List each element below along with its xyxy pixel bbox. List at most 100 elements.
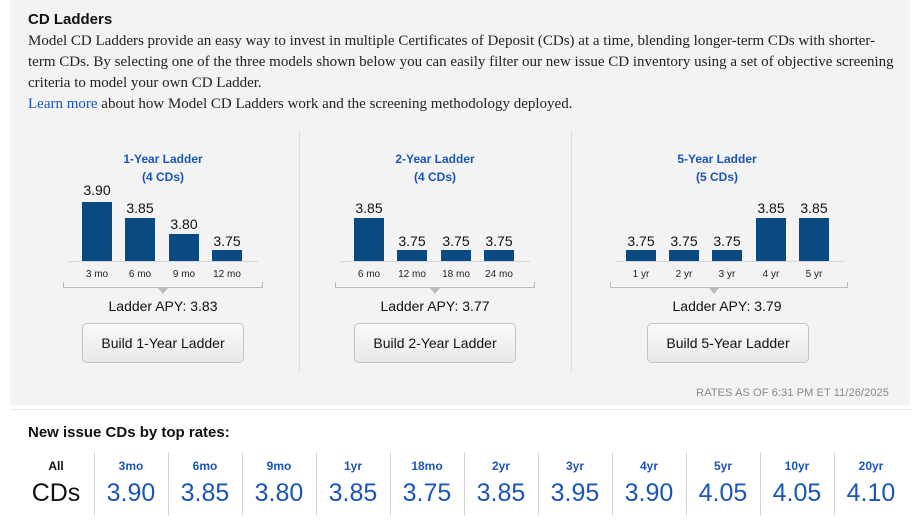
bar-term-label: 12 mo [213,269,241,280]
rate-value: 3.90 [624,479,674,507]
ladder-bar [354,218,384,261]
bar-term-label: 1 yr [632,269,650,280]
rate-col-10yr[interactable]: 10yr 4.05 [760,452,834,516]
ladder-axis [615,261,845,262]
bar-term-label: 2 yr [675,269,693,280]
ladder-divider [299,130,300,372]
ladder-bracket [63,282,263,288]
ladder-2-year: 2-Year Ladder (4 CDs) 3.85 3.75 3.75 3.7… [335,130,607,370]
rate-term: 5yr [713,459,733,473]
ladder-bracket [335,282,535,288]
rate-col-20yr[interactable]: 20yr 4.10 [834,452,908,516]
rate-divider [464,452,465,516]
ladder-apy: Ladder APY: 3.83 [108,298,218,314]
rate-term: 3yr [565,459,585,473]
rate-divider [834,452,835,516]
bar-term-label: 6 mo [357,269,381,280]
ladder-divider [571,130,572,372]
rate-term: 3mo [118,459,144,473]
bar-value: 3.75 [627,233,655,249]
rate-value: 4.05 [698,479,748,507]
bar-value: 3.75 [670,233,698,249]
bar-value: 3.75 [485,233,513,249]
rate-value: 3.85 [328,479,378,507]
rate-divider [94,452,95,516]
rate-divider [538,452,539,516]
bar-term-label: 4 yr [762,269,780,280]
rate-value: 3.95 [550,479,600,507]
ladder-count: (5 CDs) [695,170,738,184]
rate-col-6mo[interactable]: 6mo 3.85 [168,452,242,516]
bar-term-label: 9 mo [172,269,196,280]
ladder-name: 5-Year Ladder [677,152,757,166]
rate-value: 3.75 [402,479,452,507]
rate-col-1yr[interactable]: 1yr 3.85 [316,452,390,516]
ladder-bar [212,250,242,261]
bar-value: 3.75 [213,233,241,249]
rate-divider [168,452,169,516]
rate-col-3yr[interactable]: 3yr 3.95 [538,452,612,516]
bar-value: 3.75 [398,233,426,249]
learn-more-rest: about how Model CD Ladders work and the … [97,96,573,112]
bar-value: 3.85 [355,200,383,216]
ladder-bar [169,234,199,261]
learn-more-link[interactable]: Learn more [28,96,98,112]
bar-value: 3.85 [757,200,785,216]
rate-value: CDs [31,479,81,507]
rate-term: 2yr [491,459,511,473]
bar-term-label: 12 mo [398,269,426,280]
section-divider [10,409,912,410]
ladder-apy: Ladder APY: 3.77 [380,298,490,314]
ladder-bar [669,250,699,261]
rate-term: 1yr [343,459,363,473]
rate-col-all[interactable]: All CDs [20,452,92,516]
ladder-bar [626,250,656,261]
ladder-1-year: 1-Year Ladder (4 CDs) 3.90 3.85 3.80 3.7… [63,130,335,370]
ladder-name: 2-Year Ladder [395,152,475,166]
rate-term: 4yr [639,459,659,473]
rate-term: 9mo [266,459,292,473]
ladder-count: (4 CDs) [413,170,456,184]
rate-col-4yr[interactable]: 4yr 3.90 [612,452,686,516]
build-5-year-ladder-button[interactable]: Build 5-Year Ladder [647,323,809,363]
ladder-axis [68,261,258,262]
rate-divider [612,452,613,516]
bar-value: 3.90 [83,182,111,198]
ladder-apy: Ladder APY: 3.79 [672,298,782,314]
bar-term-label: 6 mo [128,269,152,280]
bar-term-label: 3 yr [718,269,736,280]
rate-col-9mo[interactable]: 9mo 3.80 [242,452,316,516]
rate-term: 6mo [192,459,218,473]
rate-col-5yr[interactable]: 5yr 4.05 [686,452,760,516]
new-issue-title: New issue CDs by top rates: [28,424,230,441]
ladder-bar [756,218,786,261]
rate-col-3mo[interactable]: 3mo 3.90 [94,452,168,516]
rate-value: 3.90 [106,479,156,507]
rate-divider [760,452,761,516]
ladder-bar [799,218,829,261]
rate-value: 3.80 [254,479,304,507]
ladder-bar [441,250,471,261]
bar-term-label: 24 mo [485,269,513,280]
learn-more-line: Learn more about how Model CD Ladders wo… [28,94,572,115]
rate-col-2yr[interactable]: 2yr 3.85 [464,452,538,516]
intro-text: Model CD Ladders provide an easy way to … [28,33,894,91]
build-1-year-ladder-button[interactable]: Build 1-Year Ladder [82,323,244,363]
ladder-axis [340,261,530,262]
bar-value: 3.75 [713,233,741,249]
ladder-pointer [158,288,168,294]
rate-value: 3.85 [476,479,526,507]
ladder-pointer [709,288,719,294]
ladder-bar [397,250,427,261]
bar-value: 3.85 [800,200,828,216]
rate-value: 4.05 [772,479,822,507]
rates-as-of: RATES AS OF 6:31 PM ET 11/26/2025 [696,387,889,399]
rate-col-18mo[interactable]: 18mo 3.75 [390,452,464,516]
bar-value: 3.75 [442,233,470,249]
bar-term-label: 3 mo [85,269,109,280]
ladder-bracket [610,282,848,288]
rate-value: 3.85 [180,479,230,507]
build-2-year-ladder-button[interactable]: Build 2-Year Ladder [354,323,516,363]
ladder-5-year: 5-Year Ladder (5 CDs) 3.75 3.75 3.75 3.8… [610,130,882,370]
page-title: CD Ladders [28,11,113,28]
